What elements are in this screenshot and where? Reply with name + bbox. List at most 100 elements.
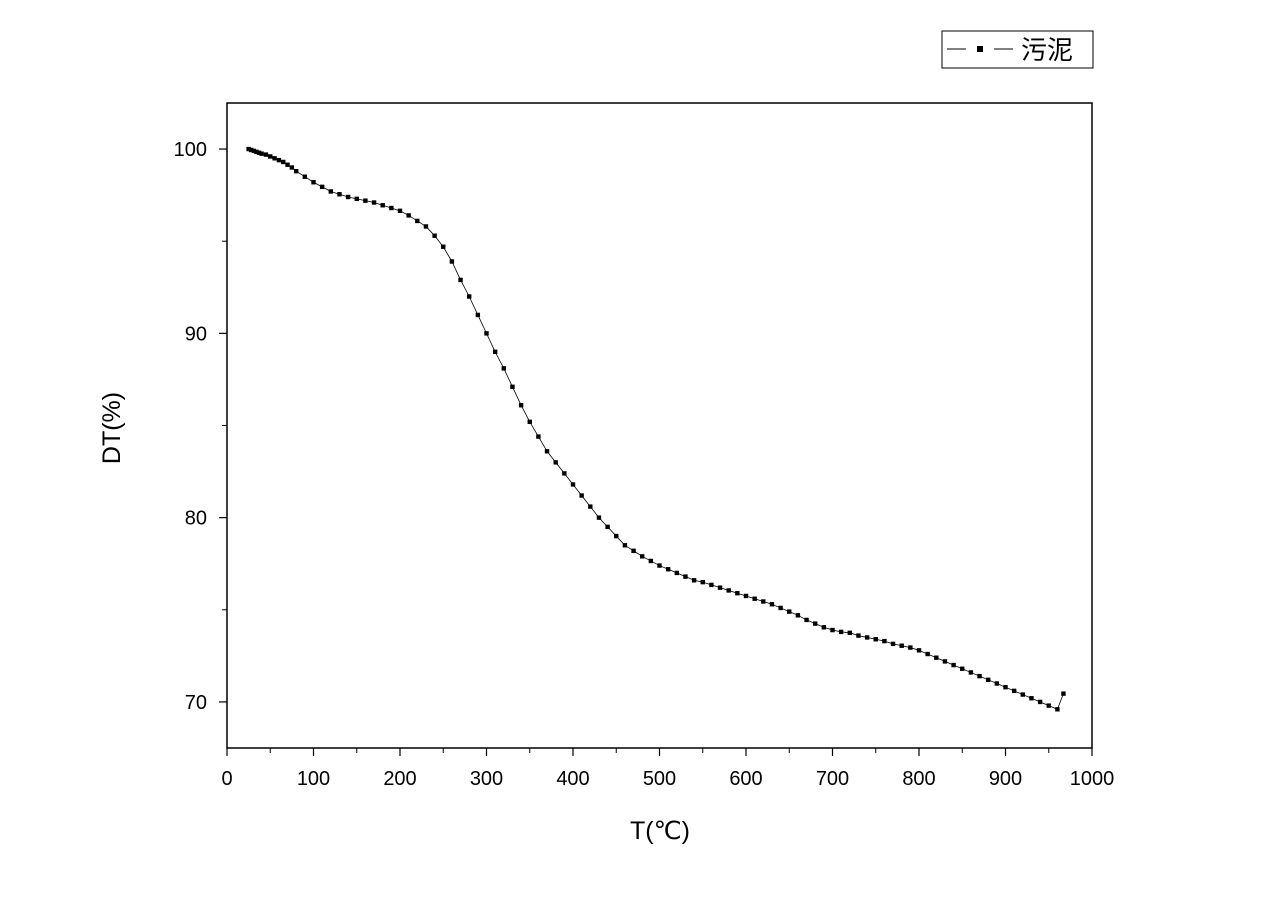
x-tick-label: 100	[297, 768, 330, 790]
data-point	[423, 224, 429, 229]
series-markers	[246, 146, 1066, 712]
data-point	[804, 617, 809, 623]
data-point	[934, 655, 939, 660]
data-point	[665, 567, 671, 572]
x-tick-label: 200	[383, 768, 416, 790]
data-point	[544, 449, 550, 454]
data-point	[726, 588, 731, 593]
data-point	[302, 174, 308, 179]
data-point	[467, 294, 472, 299]
x-tick-label: 400	[556, 768, 589, 790]
data-point	[743, 593, 749, 599]
data-point	[484, 331, 489, 336]
legend-marker-icon	[977, 46, 983, 52]
series-line	[248, 148, 1064, 710]
data-point	[908, 645, 913, 650]
data-point	[527, 419, 532, 425]
legend: 污泥	[941, 30, 1094, 69]
data-point	[588, 504, 593, 509]
data-point	[254, 149, 259, 155]
data-point	[596, 515, 602, 520]
data-point	[795, 613, 801, 618]
data-point	[977, 673, 982, 679]
data-point	[294, 168, 299, 174]
data-point	[700, 579, 705, 585]
data-point	[674, 570, 679, 576]
y-tick-label: 70	[185, 692, 207, 714]
data-point	[657, 563, 662, 568]
data-point	[709, 582, 714, 588]
data-point	[285, 162, 290, 167]
data-point	[319, 184, 325, 190]
data-point	[761, 599, 766, 604]
data-point	[432, 233, 437, 238]
data-point	[256, 150, 262, 155]
data-point	[345, 194, 351, 200]
x-tick-label: 700	[816, 768, 849, 790]
data-point	[622, 543, 628, 548]
data-point	[691, 578, 697, 583]
data-point	[813, 621, 818, 626]
x-tick-label: 300	[470, 768, 503, 790]
x-tick-label: 900	[989, 768, 1022, 790]
data-point	[449, 259, 455, 264]
x-axis: 0 100 200 300 400 500 600 700 800 900 1000	[221, 748, 1114, 790]
data-point	[916, 648, 922, 653]
y-tick-label: 100	[174, 139, 207, 161]
y-axis-label: DT(%)	[98, 392, 126, 464]
data-point	[536, 434, 541, 439]
legend-label: 污泥	[1021, 36, 1073, 66]
data-point	[1029, 696, 1034, 701]
data-point	[778, 605, 783, 611]
data-point	[631, 548, 636, 554]
data-point	[249, 147, 254, 153]
data-point	[268, 154, 273, 159]
data-point	[640, 554, 645, 559]
data-point	[648, 558, 654, 564]
data-point	[579, 493, 584, 498]
data-point	[328, 189, 333, 194]
data-point	[458, 277, 463, 283]
data-point	[614, 533, 619, 539]
data-point	[986, 677, 991, 683]
data-point	[873, 637, 878, 642]
data-point	[925, 651, 930, 657]
data-point	[1003, 684, 1008, 690]
data-point	[683, 574, 688, 579]
data-point	[899, 643, 904, 648]
data-point	[501, 366, 506, 371]
x-tick-label: 0	[221, 768, 232, 790]
data-point	[838, 629, 844, 635]
data-point	[276, 157, 282, 163]
data-point	[717, 585, 723, 590]
data-point	[752, 596, 757, 601]
data-point	[354, 196, 359, 202]
data-point	[259, 151, 264, 156]
data-point	[397, 208, 403, 214]
data-point	[492, 349, 498, 354]
x-tick-label: 500	[643, 768, 676, 790]
data-point	[1011, 688, 1017, 694]
data-point	[311, 180, 316, 185]
data-point	[553, 460, 558, 465]
data-point	[1020, 692, 1025, 697]
data-point	[518, 403, 524, 408]
data-point	[735, 591, 740, 596]
data-point	[246, 146, 251, 152]
data-point	[1061, 691, 1066, 696]
data-point	[363, 198, 368, 203]
data-point	[960, 666, 965, 671]
data-point	[415, 218, 420, 224]
y-tick-label: 90	[185, 323, 207, 345]
data-point	[441, 244, 446, 249]
data-point	[389, 205, 394, 211]
data-point	[562, 471, 567, 476]
data-point	[864, 635, 870, 640]
data-point	[821, 625, 827, 630]
data-point	[856, 633, 861, 638]
data-point	[251, 148, 257, 154]
data-point	[570, 482, 576, 487]
legend-box	[941, 30, 1094, 69]
data-point	[1055, 707, 1060, 712]
